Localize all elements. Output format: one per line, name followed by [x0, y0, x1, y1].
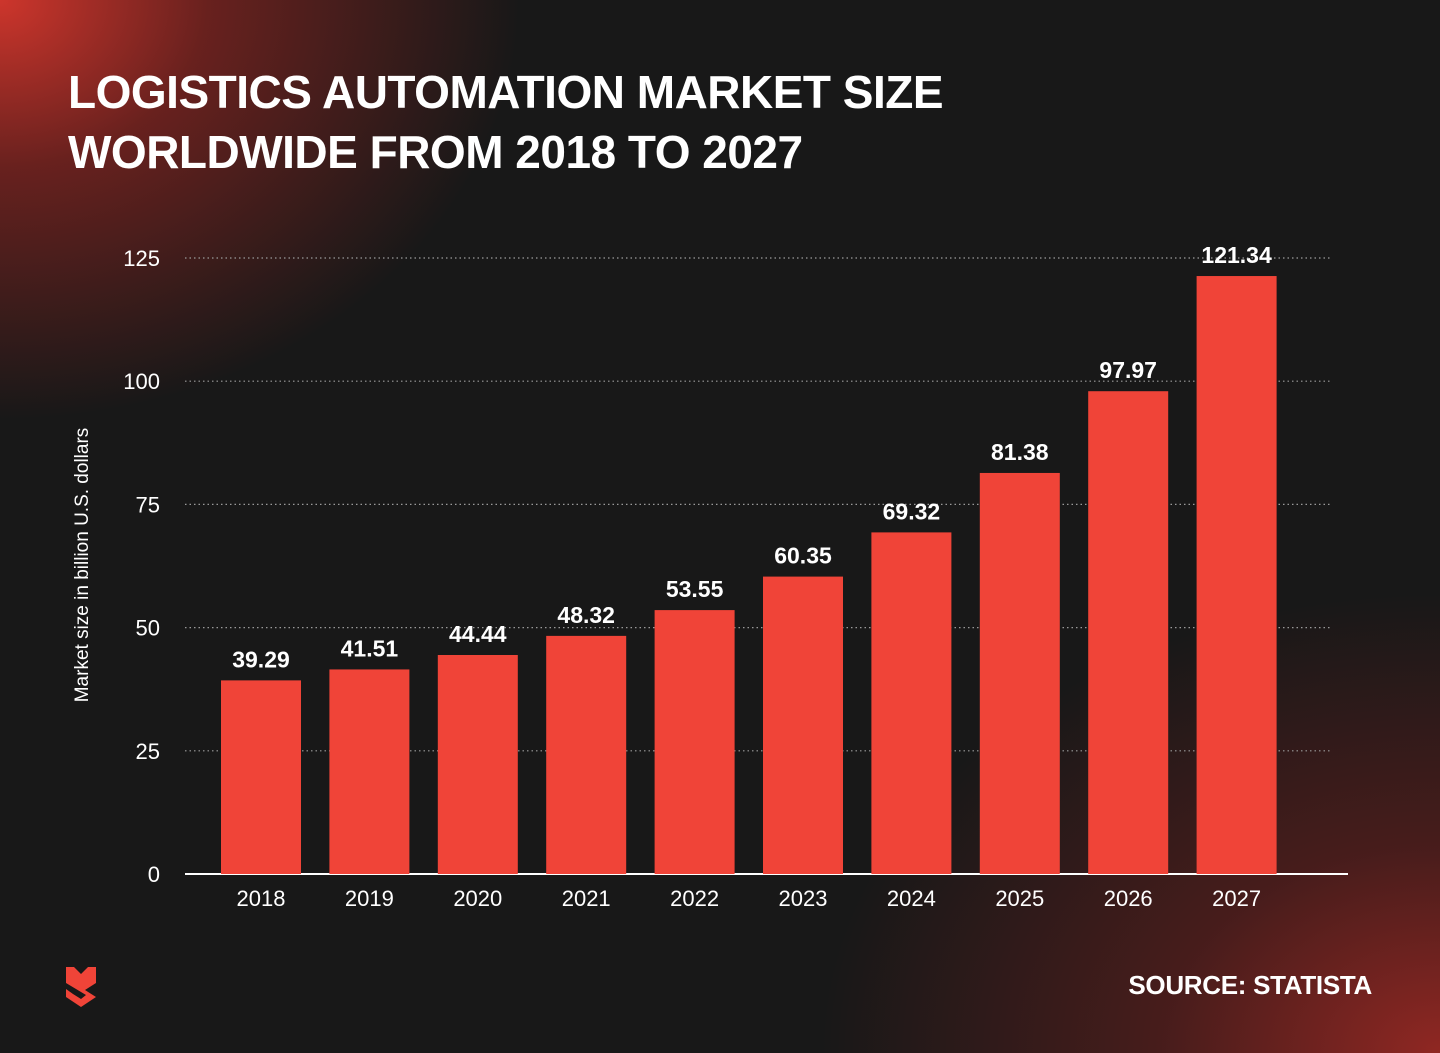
x-tick-label-2021: 2021 [562, 886, 611, 911]
chart-title-line-2: WORLDWIDE FROM 2018 TO 2027 [68, 126, 803, 178]
y-tick-label-0: 0 [148, 862, 160, 887]
data-label-2024: 69.32 [883, 498, 941, 524]
bar-2026 [1088, 391, 1169, 874]
y-tick-label-25: 25 [136, 739, 160, 764]
x-tick-label-2026: 2026 [1104, 886, 1153, 911]
y-tick-label-50: 50 [136, 616, 160, 641]
shield-logo-icon [66, 967, 96, 1007]
x-tick-label-2025: 2025 [995, 886, 1044, 911]
y-tick-label-75: 75 [136, 492, 160, 517]
source-credit: SOURCE: STATISTA [1128, 970, 1372, 1000]
bar-2021 [546, 635, 627, 874]
x-tick-label-2018: 2018 [237, 886, 286, 911]
bar-2018 [221, 680, 301, 874]
bar-2019 [329, 669, 410, 874]
bar-2022 [654, 610, 735, 874]
data-label-2020: 44.44 [449, 621, 507, 647]
bar-2027 [1196, 276, 1277, 874]
bar-2024 [871, 532, 952, 874]
bar-2020 [437, 654, 518, 874]
y-tick-label-100: 100 [123, 369, 160, 394]
y-tick-label-125: 125 [123, 246, 160, 271]
y-axis-label: Market size in billion U.S. dollars [72, 428, 93, 703]
bar-2023 [763, 576, 843, 874]
data-label-2027: 121.34 [1201, 242, 1272, 268]
x-tick-label-2024: 2024 [887, 886, 936, 911]
chart-title-line-1: LOGISTICS AUTOMATION MARKET SIZE [68, 66, 944, 118]
data-label-2019: 41.51 [341, 635, 399, 661]
chart-title: LOGISTICS AUTOMATION MARKET SIZE WORLDWI… [68, 62, 1068, 182]
data-label-2025: 81.38 [991, 439, 1049, 465]
x-tick-label-2023: 2023 [779, 886, 828, 911]
x-tick-label-2019: 2019 [345, 886, 394, 911]
x-tick-label-2027: 2027 [1212, 886, 1261, 911]
bar-2025 [979, 472, 1060, 874]
data-label-2023: 60.35 [774, 543, 832, 569]
x-tick-label-2020: 2020 [453, 886, 502, 911]
data-label-2022: 53.55 [666, 576, 724, 602]
data-label-2021: 48.32 [557, 602, 615, 628]
data-label-2018: 39.29 [232, 646, 290, 672]
x-tick-label-2022: 2022 [670, 886, 719, 911]
data-label-2026: 97.97 [1099, 357, 1157, 383]
